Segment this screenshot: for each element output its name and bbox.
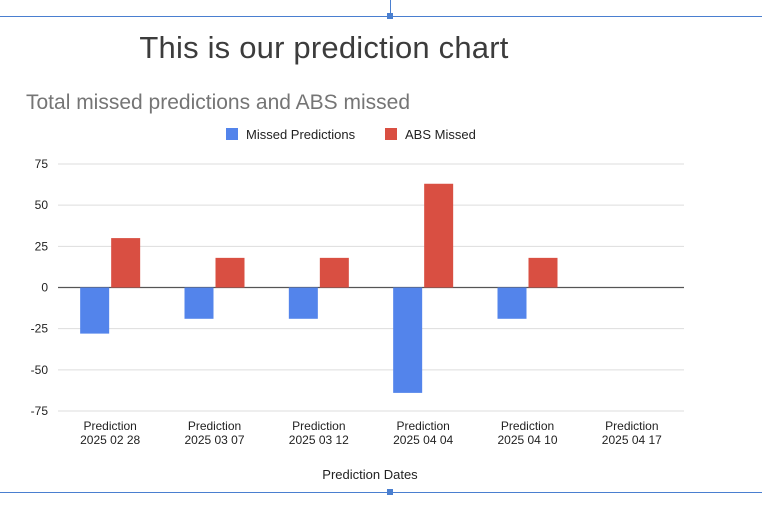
legend-swatch	[226, 128, 238, 140]
y-tick-label: -50	[31, 363, 49, 377]
selection-top-border	[0, 16, 762, 17]
selection-bottom-border	[0, 492, 762, 493]
x-tick-label: Prediction	[83, 419, 136, 433]
resize-handle-bottom[interactable]	[387, 489, 393, 495]
x-tick-label: 2025 04 10	[497, 433, 557, 447]
resize-handle-top[interactable]	[387, 13, 393, 19]
y-tick-label: 25	[35, 239, 49, 253]
bar-missed-predictions[interactable]	[288, 287, 318, 319]
bar-abs-missed[interactable]	[111, 238, 141, 288]
x-axis-title: Prediction Dates	[322, 467, 418, 482]
bar-missed-predictions[interactable]	[184, 287, 214, 319]
bar-missed-predictions[interactable]	[497, 287, 527, 319]
bar-missed-predictions[interactable]	[393, 287, 423, 393]
y-tick-label: 50	[35, 198, 49, 212]
y-tick-label: -25	[31, 322, 49, 336]
x-tick-label: 2025 04 04	[393, 433, 453, 447]
selection-top-tick	[390, 0, 391, 16]
chart-title: Total missed predictions and ABS missed	[26, 91, 410, 114]
bar-abs-missed[interactable]	[319, 257, 349, 288]
legend-label: ABS Missed	[405, 127, 476, 142]
x-tick-label: 2025 03 07	[184, 433, 244, 447]
legend-item[interactable]: Missed Predictions	[226, 127, 356, 142]
x-tick-label: Prediction	[188, 419, 241, 433]
legend-label: Missed Predictions	[246, 127, 356, 142]
bar-missed-predictions[interactable]	[80, 287, 110, 334]
x-tick-label: Prediction	[396, 419, 449, 433]
y-tick-label: 75	[35, 157, 49, 171]
legend-swatch	[385, 128, 397, 140]
x-tick-label: 2025 02 28	[80, 433, 140, 447]
x-tick-label: 2025 03 12	[289, 433, 349, 447]
x-tick-label: Prediction	[605, 419, 658, 433]
x-tick-label: Prediction	[501, 419, 554, 433]
x-tick-label: Prediction	[292, 419, 345, 433]
bar-abs-missed[interactable]	[215, 257, 245, 288]
y-tick-label: 0	[41, 281, 48, 295]
bar-abs-missed[interactable]	[528, 257, 558, 288]
y-tick-label: -75	[31, 404, 49, 418]
legend-item[interactable]: ABS Missed	[385, 127, 476, 142]
page-title: This is our prediction chart	[139, 30, 509, 65]
bar-abs-missed[interactable]	[424, 183, 454, 288]
x-tick-label: 2025 04 17	[602, 433, 662, 447]
